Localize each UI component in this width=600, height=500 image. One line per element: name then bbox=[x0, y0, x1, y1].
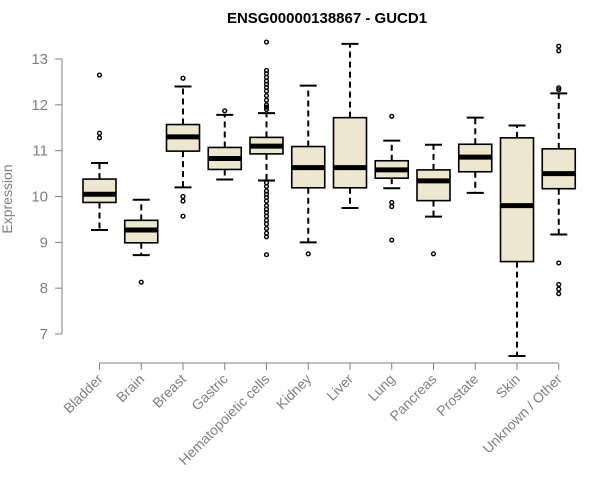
outlier-point bbox=[96, 72, 103, 78]
outlier-point bbox=[556, 87, 562, 93]
outlier-point bbox=[263, 213, 270, 219]
box-liver bbox=[332, 42, 368, 209]
y-tick-label: 8 bbox=[40, 280, 48, 297]
x-tick-label: Skin bbox=[493, 371, 524, 402]
iqr-box bbox=[541, 148, 577, 190]
outlier-point bbox=[263, 198, 270, 204]
outlier-point bbox=[430, 251, 437, 257]
box-brain bbox=[123, 198, 159, 285]
x-tick-label: Kidney bbox=[273, 371, 315, 413]
x-tick-label: Liver bbox=[323, 371, 356, 404]
outlier-point bbox=[263, 183, 270, 190]
box-kidney bbox=[290, 84, 326, 257]
x-tick-label: Unknown / Other bbox=[479, 371, 565, 457]
x-tick-label: Lung bbox=[365, 371, 398, 404]
outlier-point bbox=[556, 48, 562, 54]
box-skin bbox=[499, 124, 535, 357]
box-pancreas bbox=[416, 143, 451, 257]
outlier-point bbox=[180, 193, 186, 200]
iqr-box bbox=[499, 137, 535, 263]
y-tick-label: 10 bbox=[31, 189, 48, 206]
outlier-point bbox=[263, 234, 270, 240]
outlier-point bbox=[222, 108, 228, 114]
iqr-box bbox=[332, 116, 368, 189]
outlier-point bbox=[96, 130, 103, 136]
y-axis: 7 8 9 10 11 12 13 bbox=[31, 51, 62, 343]
outlier-point bbox=[556, 281, 562, 288]
iqr-box bbox=[416, 169, 451, 202]
box-breast bbox=[165, 75, 201, 219]
outlier-point bbox=[263, 104, 270, 110]
x-tick-label: Prostate bbox=[433, 371, 481, 419]
y-tick-label: 9 bbox=[40, 234, 48, 251]
y-tick-label: 7 bbox=[40, 326, 48, 343]
outlier-point bbox=[389, 113, 395, 119]
y-tick-label: 12 bbox=[31, 97, 48, 114]
outlier-point bbox=[263, 93, 270, 99]
y-tick-label: 13 bbox=[31, 51, 48, 68]
outlier-point bbox=[180, 198, 186, 204]
outlier-point bbox=[263, 221, 270, 227]
x-tick-label: Bladder bbox=[60, 371, 106, 417]
outlier-point bbox=[138, 279, 144, 285]
outlier-point bbox=[263, 97, 270, 103]
box-hematopoietic-cells bbox=[249, 39, 284, 258]
x-tick-label: Brain bbox=[113, 371, 147, 405]
outlier-point bbox=[263, 106, 270, 113]
box-unknown-other bbox=[541, 43, 577, 297]
outlier-point bbox=[389, 203, 395, 210]
x-tick-label: Breast bbox=[149, 371, 189, 411]
y-axis-label: Expression bbox=[0, 164, 15, 233]
outlier-point bbox=[305, 251, 311, 257]
box-lung bbox=[374, 113, 410, 243]
outlier-point bbox=[556, 43, 562, 49]
outlier-point bbox=[263, 102, 270, 108]
box-bladder bbox=[82, 72, 117, 231]
outlier-point bbox=[263, 252, 270, 258]
box-gastric bbox=[207, 108, 243, 181]
outlier-point bbox=[180, 75, 186, 81]
outlier-point bbox=[263, 225, 270, 232]
iqr-box bbox=[82, 178, 117, 204]
outlier-point bbox=[556, 260, 562, 266]
outlier-point bbox=[556, 286, 562, 292]
outlier-point bbox=[263, 88, 270, 94]
outlier-point bbox=[556, 291, 562, 297]
outlier-point bbox=[263, 39, 270, 45]
y-tick-label: 11 bbox=[32, 143, 48, 160]
chart-title: ENSG00000138867 - GUCD1 bbox=[227, 10, 427, 27]
outlier-point bbox=[96, 135, 103, 141]
box-series bbox=[82, 39, 577, 357]
outlier-point bbox=[180, 213, 186, 219]
outlier-point bbox=[556, 85, 562, 91]
outlier-point bbox=[389, 237, 395, 243]
outlier-point bbox=[389, 199, 395, 206]
box-prostate bbox=[457, 116, 493, 194]
